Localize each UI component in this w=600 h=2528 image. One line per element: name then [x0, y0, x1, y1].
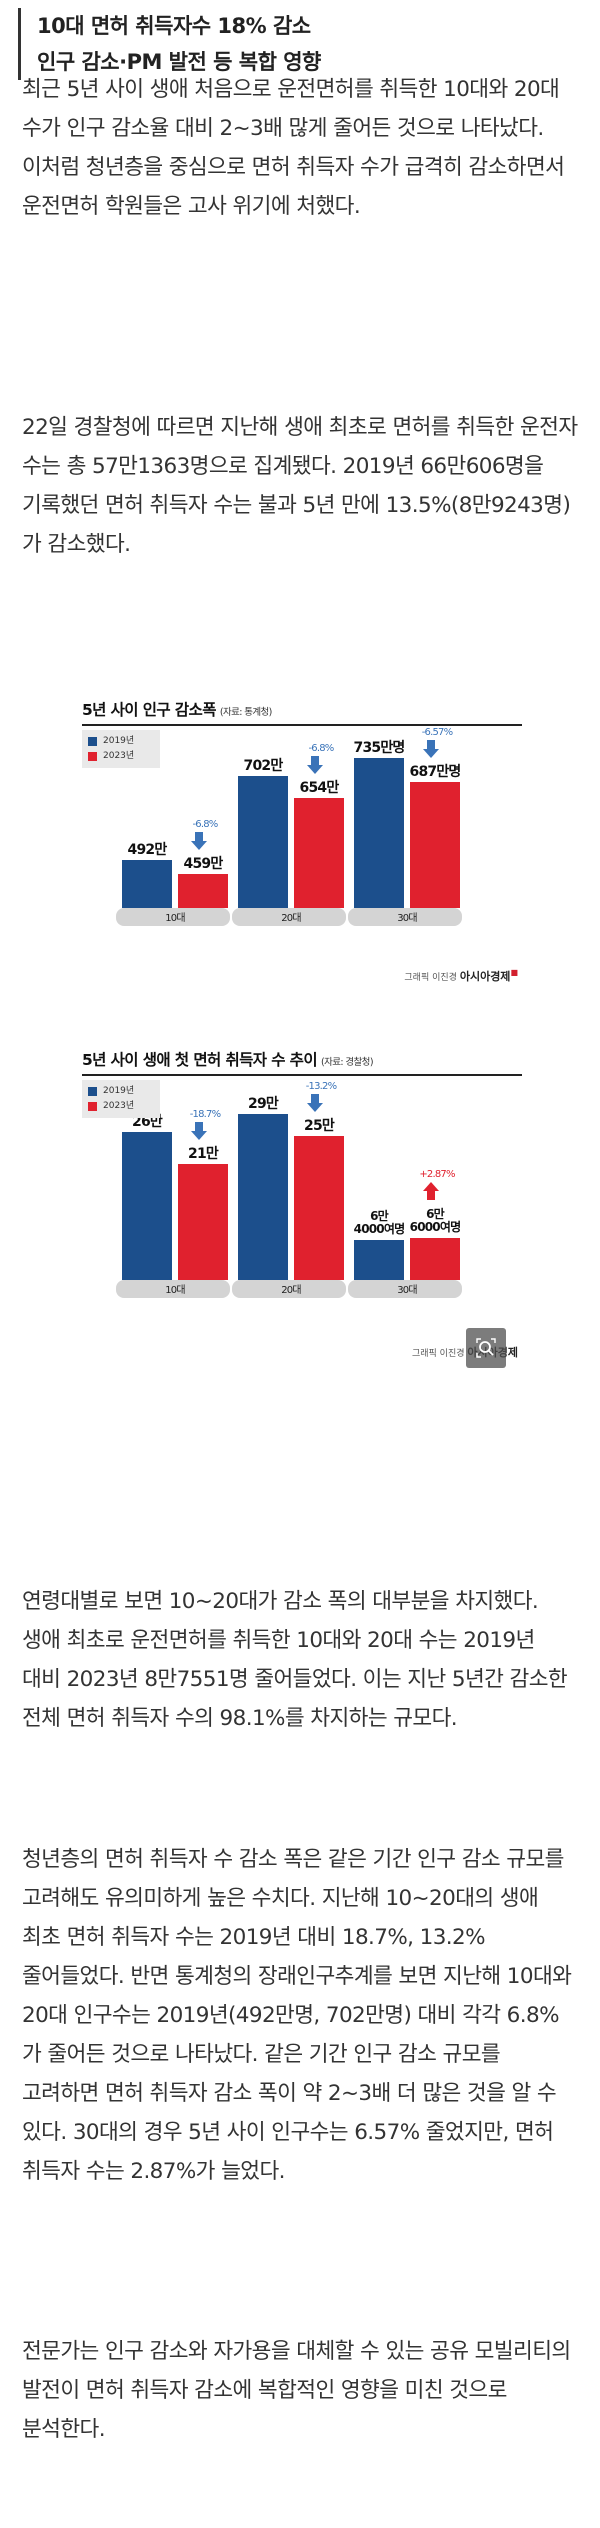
category-base	[348, 1280, 462, 1298]
category-base	[116, 908, 230, 926]
change-label: -6.57%	[422, 727, 453, 738]
arrow-head	[423, 1182, 439, 1191]
chart-legend: 2019년 2023년	[82, 730, 160, 768]
arrow-shaft	[311, 1094, 319, 1103]
legend-item-2019: 2019년	[88, 1084, 154, 1099]
change-label: -13.2%	[306, 1081, 337, 1092]
chart-title: 5년 사이 생애 첫 면허 취득자 수 추이 (자료: 경찰청)	[82, 1048, 522, 1076]
arrow-head	[191, 841, 207, 850]
arrow-shaft	[427, 740, 435, 749]
arrow-head	[307, 1103, 323, 1112]
legend-item-2023: 2023년	[88, 749, 154, 764]
data-label-2019: 735만명	[354, 739, 405, 756]
data-label-2023: 25만	[304, 1118, 335, 1134]
arrow-down-icon	[307, 756, 323, 774]
chart-first-license-trend: 5년 사이 생애 첫 면허 취득자 수 추이 (자료: 경찰청) 10대 26만 21…	[82, 1048, 522, 1368]
bar-2019	[122, 1132, 172, 1280]
x-tick-label: 30대	[397, 912, 417, 924]
category-base	[232, 908, 346, 926]
data-label-2019: 4000여명	[354, 1221, 405, 1236]
arrow-up-icon	[423, 1182, 439, 1200]
chart-credit: 그래픽 이진경 아시아경제■	[404, 968, 518, 983]
data-label-2019: 29만	[248, 1096, 279, 1112]
arrow-shaft	[311, 756, 319, 765]
bar-2023	[410, 1238, 460, 1280]
arrow-down-icon	[191, 1122, 207, 1140]
arrow-down-icon	[307, 1094, 323, 1112]
bar-2023	[178, 874, 228, 908]
data-label-2019: 492만	[128, 842, 168, 858]
brand-logo-text: 아시아경제	[459, 970, 511, 983]
category-base	[232, 1280, 346, 1298]
chart-population-decline: 5년 사이 인구 감소폭 (자료: 통계청) 10대 492만 459만 -6.8% 20…	[82, 698, 522, 990]
bar-2019	[354, 758, 404, 908]
image-zoom-button[interactable]	[466, 1328, 506, 1368]
article-paragraph-3: 연령대별로 보면 10~20대가 감소 폭의 대부분을 차지했다. 생애 최초로…	[22, 1589, 568, 1731]
data-label-2023: 687만명	[410, 763, 461, 780]
legend-swatch-2023	[88, 752, 97, 761]
change-label: -6.8%	[192, 819, 217, 830]
x-tick-label: 20대	[281, 912, 301, 924]
x-tick-label: 30대	[397, 1284, 417, 1296]
arrow-down-icon	[191, 832, 207, 850]
data-label-2023: 654만	[300, 780, 340, 796]
data-label-2023: 459만	[184, 856, 224, 872]
change-label: +2.87%	[419, 1169, 455, 1180]
x-tick-label: 20대	[281, 1284, 301, 1296]
data-label-2023: 6000여명	[410, 1219, 461, 1234]
bar-2023	[294, 798, 344, 908]
legend-item-2023: 2023년	[88, 1099, 154, 1114]
data-label-2019: 26만	[132, 1114, 163, 1130]
subheadline-line-1: 10대 면허 취득자수 18% 감소	[37, 14, 311, 38]
change-label: -18.7%	[190, 1109, 221, 1120]
data-label-2019: 6만	[370, 1208, 389, 1223]
chart-title: 5년 사이 인구 감소폭 (자료: 통계청)	[82, 698, 522, 726]
zoom-icon	[476, 1338, 496, 1358]
data-label-2019: 702만	[244, 758, 284, 774]
legend-swatch-2019	[88, 1087, 97, 1096]
legend-item-2019: 2019년	[88, 734, 154, 749]
article-paragraph-1: 최근 5년 사이 생애 처음으로 운전면허를 취득한 10대와 20대 수가 인…	[22, 77, 565, 219]
arrow-shaft	[195, 832, 203, 841]
chart-source: (자료: 경찰청)	[321, 1057, 374, 1068]
bar-2023	[178, 1164, 228, 1280]
bar-2019	[238, 776, 288, 908]
data-label-2023: 21만	[188, 1146, 219, 1162]
chart-plot-area: 10대 492만 459만 -6.8% 20대 702만 654만 -6.8% 30대 735만명…	[116, 727, 462, 926]
bar-2023	[294, 1136, 344, 1280]
article-paragraph-2: 22일 경찰청에 따르면 지난해 생애 최초로 면허를 취득한 운전자 수는 총…	[22, 415, 578, 557]
arrow-head	[423, 749, 439, 758]
category-base	[348, 908, 462, 926]
arrow-shaft	[427, 1191, 435, 1200]
bar-2019	[122, 860, 172, 908]
x-tick-label: 10대	[165, 1284, 185, 1296]
bar-2019	[354, 1240, 404, 1280]
change-label: -6.8%	[308, 743, 333, 754]
article-paragraph-4: 청년층의 면허 취득자 수 감소 폭은 같은 기간 인구 감소 규모를 고려해도…	[22, 1847, 572, 2184]
article-subheadline: 10대 면허 취득자수 18% 감소 인구 감소·PM 발전 등 복합 영향	[18, 8, 597, 80]
data-label-2023: 6만	[426, 1206, 445, 1221]
article-paragraph-5: 전문가는 인구 감소와 자가용을 대체할 수 있는 공유 모빌리티의 발전이 면…	[22, 2339, 571, 2442]
bar-2023	[410, 782, 460, 908]
arrow-head	[191, 1131, 207, 1140]
x-tick-label: 10대	[165, 912, 185, 924]
arrow-head	[307, 765, 323, 774]
bar-2019	[238, 1114, 288, 1280]
chart-legend: 2019년 2023년	[82, 1080, 160, 1118]
arrow-shaft	[195, 1122, 203, 1131]
legend-swatch-2019	[88, 737, 97, 746]
category-base	[116, 1280, 230, 1298]
legend-swatch-2023	[88, 1102, 97, 1111]
arrow-down-icon	[423, 740, 439, 758]
chart-source: (자료: 통계청)	[219, 707, 273, 718]
chart-plot-area: 10대26만21만-18.7%20대29만25만-13.2%30대6만4000여…	[116, 1081, 462, 1298]
subheadline-line-2: 인구 감소·PM 발전 등 복합 영향	[37, 50, 321, 74]
